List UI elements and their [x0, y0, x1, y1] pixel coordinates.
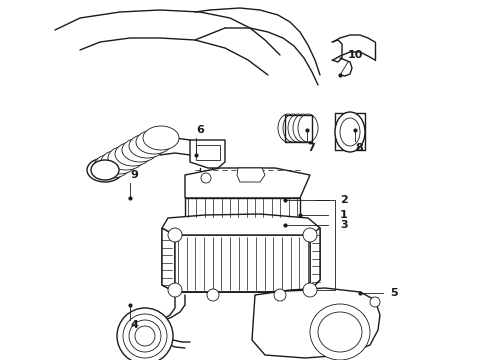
Ellipse shape	[129, 134, 165, 158]
Text: 8: 8	[355, 143, 363, 153]
Text: 6: 6	[196, 125, 204, 135]
Polygon shape	[237, 168, 265, 182]
Polygon shape	[190, 140, 225, 168]
Circle shape	[168, 228, 182, 242]
Ellipse shape	[335, 112, 365, 152]
Ellipse shape	[136, 130, 172, 154]
Text: 4: 4	[130, 320, 138, 330]
Ellipse shape	[94, 154, 130, 178]
Text: 5: 5	[390, 288, 397, 298]
Ellipse shape	[298, 114, 318, 142]
Polygon shape	[162, 228, 320, 292]
Circle shape	[274, 289, 286, 301]
Polygon shape	[175, 235, 310, 292]
Ellipse shape	[318, 312, 362, 352]
Polygon shape	[185, 198, 300, 218]
Ellipse shape	[101, 150, 137, 174]
Circle shape	[201, 173, 211, 183]
Text: 3: 3	[340, 220, 347, 230]
Circle shape	[370, 297, 380, 307]
Polygon shape	[162, 214, 320, 235]
Text: 2: 2	[340, 195, 348, 205]
Polygon shape	[162, 228, 175, 292]
Ellipse shape	[310, 304, 370, 360]
Text: 10: 10	[348, 50, 364, 60]
Text: 7: 7	[307, 143, 315, 153]
Circle shape	[303, 283, 317, 297]
Ellipse shape	[278, 114, 298, 142]
Ellipse shape	[87, 158, 123, 182]
Ellipse shape	[143, 126, 179, 150]
Circle shape	[303, 228, 317, 242]
Circle shape	[135, 326, 155, 346]
Polygon shape	[196, 145, 220, 160]
Polygon shape	[185, 168, 310, 198]
Circle shape	[117, 308, 173, 360]
Ellipse shape	[115, 142, 151, 166]
Polygon shape	[252, 288, 380, 358]
Polygon shape	[310, 228, 320, 290]
Text: 9: 9	[130, 170, 138, 180]
Ellipse shape	[108, 146, 144, 170]
Ellipse shape	[283, 114, 303, 142]
Circle shape	[129, 320, 161, 352]
Circle shape	[123, 314, 167, 358]
Ellipse shape	[340, 118, 360, 146]
Ellipse shape	[288, 114, 308, 142]
Text: 1: 1	[340, 210, 348, 220]
Circle shape	[207, 289, 219, 301]
Ellipse shape	[293, 114, 313, 142]
Ellipse shape	[91, 160, 119, 180]
Circle shape	[168, 283, 182, 297]
Ellipse shape	[122, 138, 158, 162]
